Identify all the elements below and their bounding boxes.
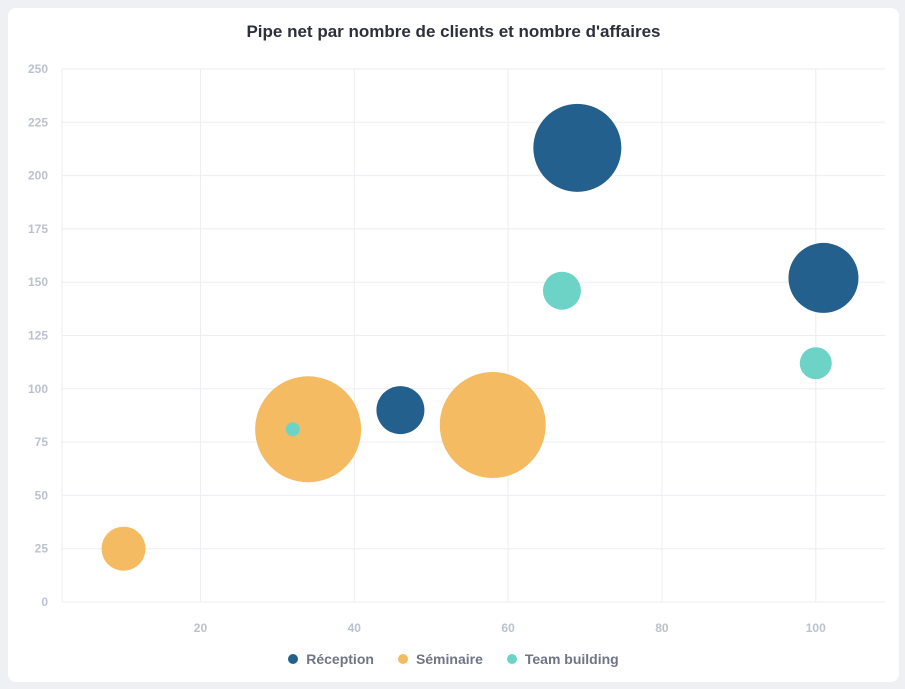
chart-card: Pipe net par nombre de clients et nombre… — [8, 8, 899, 682]
bubble-point[interactable] — [799, 347, 832, 380]
legend-item[interactable]: Séminaire — [397, 651, 483, 667]
y-tick-label: 100 — [28, 382, 48, 396]
legend-label: Séminaire — [415, 651, 483, 667]
bubble-point[interactable] — [542, 271, 581, 310]
y-tick-label: 150 — [28, 275, 48, 289]
legend-item[interactable]: Team building — [506, 651, 619, 667]
y-tick-label: 0 — [41, 595, 48, 609]
bubble-point[interactable] — [788, 242, 859, 313]
y-tick-label: 200 — [28, 169, 48, 183]
y-tick-label: 250 — [28, 62, 48, 76]
y-tick-label: 225 — [28, 115, 48, 129]
bubble-point[interactable] — [533, 103, 622, 192]
legend-label: Réception — [306, 651, 374, 667]
legend-label: Team building — [524, 651, 619, 667]
y-tick-label: 75 — [35, 435, 49, 449]
chart-legend: Réception Séminaire Team building — [8, 651, 899, 667]
y-tick-label: 175 — [28, 222, 48, 236]
legend-swatch — [397, 654, 408, 664]
x-tick-label: 60 — [501, 621, 515, 635]
bubble-point[interactable] — [439, 372, 546, 479]
chart-title: Pipe net par nombre de clients et nombre… — [246, 22, 661, 41]
y-tick-label: 50 — [35, 488, 49, 502]
legend-item[interactable]: Réception — [288, 651, 374, 667]
legend-swatch — [506, 654, 517, 664]
bubble-point[interactable] — [255, 376, 362, 483]
legend-swatch — [288, 654, 299, 664]
bubble-point[interactable] — [376, 386, 425, 435]
bubble-chart: 0 25 50 75 100 125 150 175 200 225 250 20 40 60 80 100 — [28, 62, 885, 635]
bubble-point[interactable] — [101, 526, 146, 571]
y-tick-label: 25 — [35, 542, 49, 556]
x-tick-label: 40 — [348, 621, 362, 635]
y-tick-label: 125 — [28, 329, 48, 343]
x-tick-label: 100 — [806, 621, 826, 635]
x-tick-label: 80 — [655, 621, 669, 635]
x-tick-label: 20 — [194, 621, 208, 635]
bubble-point[interactable] — [285, 422, 300, 437]
